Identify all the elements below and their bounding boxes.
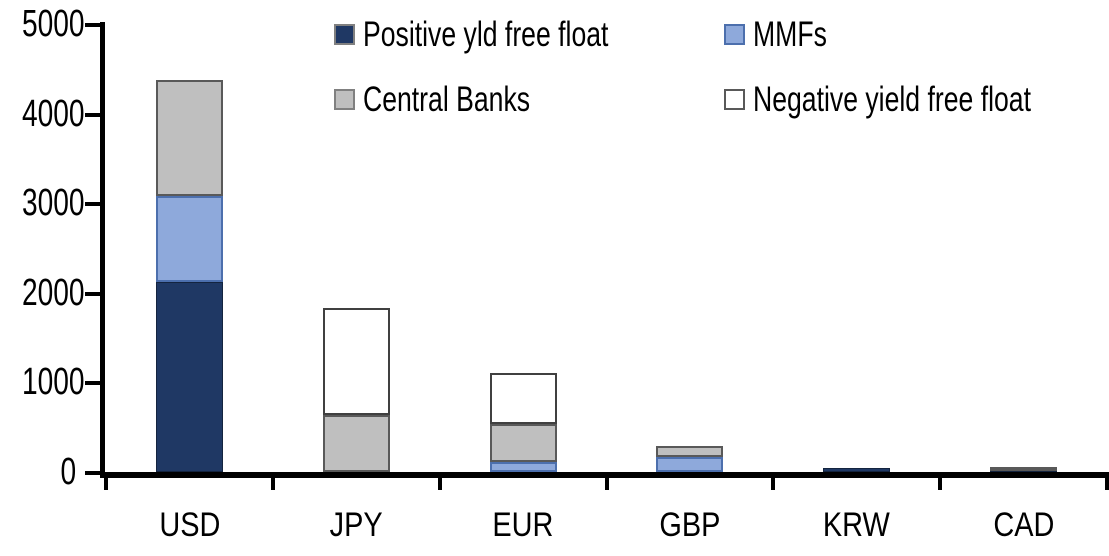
x-tick [1105,472,1109,490]
y-tick-label: 5000 [21,3,85,45]
x-category-label: EUR [492,506,554,544]
x-category-label: GBP [659,506,721,544]
x-tick [938,472,943,490]
bar-segment-cad-2 [990,467,1058,472]
y-tick [85,381,101,386]
bar-segment-gbp-1 [656,456,724,472]
x-category-label: USD [158,506,220,544]
x-tick [104,472,108,490]
x-tick [437,472,442,490]
y-axis-line [100,22,105,478]
y-tick-label: 1000 [21,361,85,404]
legend-item-positive-yld: Positive yld free float [334,17,686,52]
legend-item-negative-yield: Negative yield free float [724,82,1109,117]
bar-segment-eur-2 [489,423,557,463]
x-tick [604,472,609,490]
x-tick [771,472,776,490]
bar-segment-usd-2 [155,79,223,197]
x-category-label: KRW [823,506,891,544]
y-tick-label: 2000 [21,271,85,314]
bar-segment-jpy-2 [322,414,390,472]
y-tick [85,202,101,207]
x-tick [270,472,275,490]
y-tick-label: 3000 [21,182,85,225]
legend-label-positive-yld: Positive yld free float [363,14,609,54]
legend-swatch-negative-yield [724,88,745,110]
bar-segment-usd-1 [155,196,223,283]
legend-label-central-banks: Central Banks [363,79,531,119]
y-tick [85,112,101,117]
y-tick-label: 0 [60,451,76,493]
bar-segment-usd-0 [155,282,223,472]
bar-segment-eur-3 [489,373,557,424]
y-tick-label: 4000 [21,92,85,135]
legend-swatch-central-banks [334,88,355,110]
legend-item-central-banks: Central Banks [334,82,583,117]
y-tick [85,471,101,475]
bar-segment-gbp-2 [656,446,724,457]
y-tick [85,23,101,27]
legend-label-mmfs: MMFs [753,14,827,54]
legend-swatch-mmfs [724,23,745,45]
bar-segment-jpy-3 [322,308,390,415]
x-category-label: CAD [993,506,1055,544]
bar-segment-eur-1 [489,462,557,472]
legend-label-negative-yield: Negative yield free float [753,79,1031,119]
y-tick [85,291,101,296]
bar-segment-krw-0 [823,468,891,472]
legend-item-mmfs: MMFs [724,17,850,52]
x-category-label: JPY [329,506,383,544]
x-axis-line [100,472,1107,478]
legend-swatch-positive-yld [334,23,355,45]
